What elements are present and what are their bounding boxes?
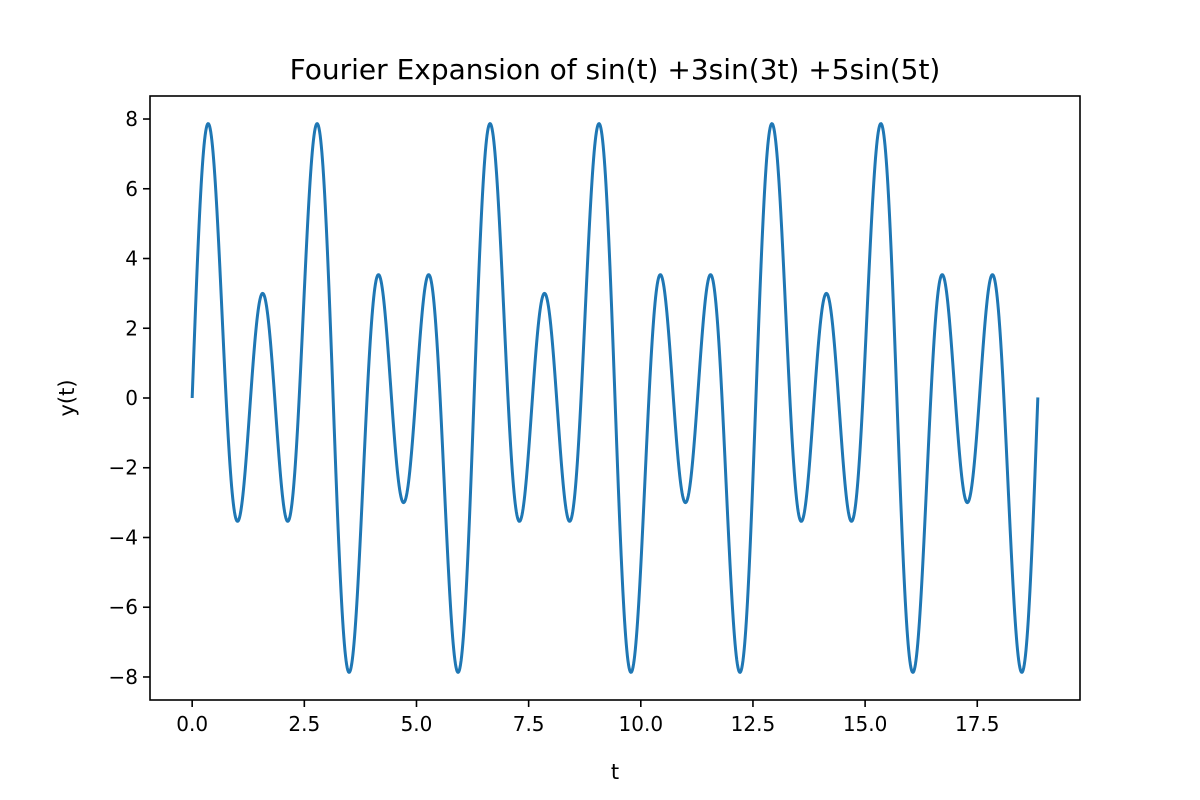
x-tick-label: 17.5 (955, 712, 1000, 736)
x-tick-label: 5.0 (401, 712, 433, 736)
y-tick-label: −2 (109, 456, 138, 480)
x-tick-label: 15.0 (843, 712, 888, 736)
x-tick-label: 10.0 (619, 712, 664, 736)
x-tick-label: 7.5 (513, 712, 545, 736)
y-tick-label: 4 (125, 247, 138, 271)
y-tick-label: −4 (109, 525, 138, 549)
y-tick-label: 0 (125, 386, 138, 410)
x-tick-label: 12.5 (731, 712, 776, 736)
y-tick-label: 2 (125, 316, 138, 340)
y-axis-label: y(t) (55, 379, 79, 416)
y-tick-label: 6 (125, 177, 138, 201)
y-tick-label: −8 (109, 665, 138, 689)
y-tick-label: 8 (125, 107, 138, 131)
chart-title: Fourier Expansion of sin(t) +3sin(3t) +5… (290, 53, 941, 86)
x-tick-label: 0.0 (176, 712, 208, 736)
x-tick-label: 2.5 (288, 712, 320, 736)
x-axis-label: t (611, 760, 619, 784)
series-line-0 (190, 122, 1040, 674)
y-tick-label: −6 (109, 595, 138, 619)
